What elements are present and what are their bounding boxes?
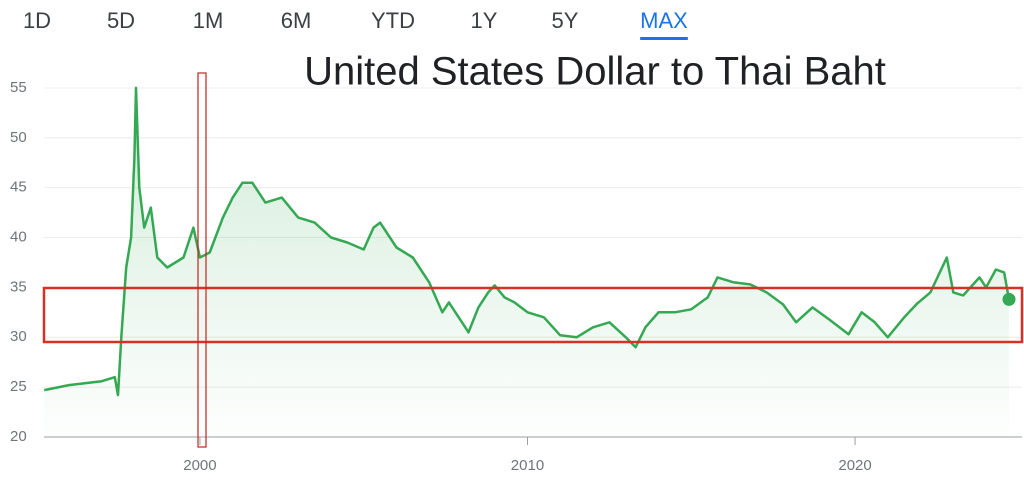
y-tick-label: 45 (10, 179, 27, 196)
plot (44, 86, 1016, 438)
y-tick-label: 40 (10, 229, 27, 246)
x-tick-label: 2000 (183, 457, 216, 474)
active-tab-underline (640, 37, 688, 40)
y-tick-label: 25 (10, 378, 27, 395)
y-tick-label: 20 (10, 428, 27, 445)
y-tick-label: 30 (10, 328, 27, 345)
chart-title: United States Dollar to Thai Baht (304, 50, 886, 94)
range-tab[interactable]: 1Y (471, 8, 498, 33)
line (44, 86, 1011, 397)
range-tab[interactable]: 5D (107, 8, 135, 33)
area (44, 87, 1010, 438)
highlight-box (197, 72, 207, 448)
range-tab[interactable]: 1D (23, 8, 51, 33)
range-tabs: 1D 5D 1M 6M YTD 1Y 5Y MAX (23, 8, 688, 40)
last-point (1002, 292, 1016, 306)
y-tick-label: 50 (10, 129, 27, 146)
y-tick-label: 35 (10, 278, 27, 295)
x-tick-label: 2010 (511, 457, 544, 474)
highlight-box (42, 286, 1024, 344)
range-tab[interactable]: 1M (193, 8, 224, 33)
range-tab[interactable]: 6M (281, 8, 312, 33)
range-tab[interactable]: YTD (371, 8, 415, 33)
x-tick-label: 2020 (838, 457, 871, 474)
y-tick-label: 55 (10, 79, 27, 96)
range-tab[interactable]: MAX (640, 8, 688, 33)
range-tab[interactable]: 5Y (552, 8, 579, 33)
